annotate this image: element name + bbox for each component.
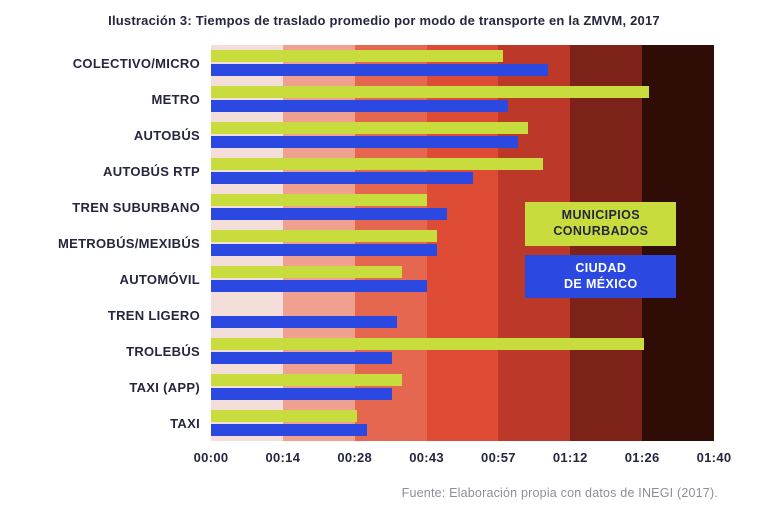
x-axis-ticks: 00:00 00:14 00:28 00:43 00:57 01:12 01:26 01:40 xyxy=(194,450,731,470)
category-label: METROBÚS/MEXIBÚS xyxy=(57,235,200,251)
bar-row xyxy=(211,405,714,441)
category-label: METRO xyxy=(151,91,200,107)
category-label: AUTOBÚS xyxy=(133,127,200,143)
bar-municipios-conurbados xyxy=(211,410,357,422)
legend: MUNICIPIOS CONURBADOS CIUDAD DE MÉXICO xyxy=(525,202,677,298)
bar-ciudad-de-mexico xyxy=(211,244,438,256)
bar-row xyxy=(211,189,714,225)
bar-municipios-conurbados xyxy=(211,266,403,278)
plot-column: MUNICIPIOS CONURBADOS CIUDAD DE MÉXICO 00:0… xyxy=(194,45,731,470)
bar-ciudad-de-mexico xyxy=(211,136,518,148)
bar-municipios-conurbados xyxy=(211,194,428,206)
category-label: TREN SUBURBANO xyxy=(72,199,200,215)
category-label: TROLEBÚS xyxy=(126,343,200,359)
legend-item-line: CONURBADOS xyxy=(553,224,649,239)
x-tick-label: 00:00 xyxy=(193,450,229,465)
x-tick-label: 00:57 xyxy=(481,450,516,465)
x-tick-label: 00:43 xyxy=(409,450,444,465)
x-tick-label: 00:14 xyxy=(265,450,301,465)
chart: COLECTIVO/MICRO METRO AUTOBÚS AUTOBÚS RTP TR… xyxy=(0,45,768,470)
x-tick-label: 00:28 xyxy=(337,450,373,465)
x-tick-label: 01:12 xyxy=(552,450,588,465)
legend-item-line: MUNICIPIOS xyxy=(561,208,640,222)
bar-municipios-conurbados xyxy=(211,338,644,350)
bar-rows xyxy=(211,45,714,441)
bar-ciudad-de-mexico xyxy=(211,64,548,76)
category-label: AUTOBÚS RTP xyxy=(103,163,200,179)
bar-row xyxy=(211,297,714,333)
bar-ciudad-de-mexico xyxy=(211,280,428,292)
legend-item: MUNICIPIOS CONURBADOS xyxy=(525,202,677,246)
category-labels: COLECTIVO/MICRO METRO AUTOBÚS AUTOBÚS RTP TR… xyxy=(0,45,211,470)
bar-row xyxy=(211,333,714,369)
bar-row xyxy=(211,225,714,261)
source-note: Fuente: Elaboración propia con datos de … xyxy=(401,486,718,500)
bar-municipios-conurbados xyxy=(211,158,543,170)
bar-row xyxy=(211,261,714,297)
category-label: COLECTIVO/MICRO xyxy=(72,55,200,71)
bar-ciudad-de-mexico xyxy=(211,208,448,220)
bar-ciudad-de-mexico xyxy=(211,352,393,364)
bar-municipios-conurbados xyxy=(211,50,503,62)
bar-row xyxy=(211,81,714,117)
bar-ciudad-de-mexico xyxy=(211,316,398,328)
legend-item-line: DE MÉXICO xyxy=(563,276,638,291)
bar-ciudad-de-mexico xyxy=(211,100,508,112)
bar-row xyxy=(211,117,714,153)
bar-ciudad-de-mexico xyxy=(211,424,367,436)
x-tick-label: 01:40 xyxy=(696,450,732,465)
category-label: TREN LIGERO xyxy=(107,307,200,323)
legend-item: CIUDAD DE MÉXICO xyxy=(525,254,677,298)
category-label: TAXI (APP) xyxy=(129,379,200,395)
bar-municipios-conurbados xyxy=(211,230,438,242)
plot-area: MUNICIPIOS CONURBADOS CIUDAD DE MÉXICO xyxy=(211,45,715,441)
category-label: AUTOMÓVIL xyxy=(119,271,200,287)
category-label: TAXI xyxy=(170,415,200,431)
bar-municipios-conurbados xyxy=(211,374,403,386)
bar-ciudad-de-mexico xyxy=(211,388,393,400)
bar-row xyxy=(211,45,714,81)
bar-municipios-conurbados xyxy=(211,122,528,134)
bar-row xyxy=(211,369,714,405)
bar-row xyxy=(211,153,714,189)
chart-title: Ilustración 3: Tiempos de traslado prome… xyxy=(108,13,660,28)
bar-ciudad-de-mexico xyxy=(211,172,473,184)
x-tick-label: 01:26 xyxy=(624,450,660,465)
bar-municipios-conurbados xyxy=(211,86,649,98)
legend-item-line: CIUDAD xyxy=(575,260,627,275)
